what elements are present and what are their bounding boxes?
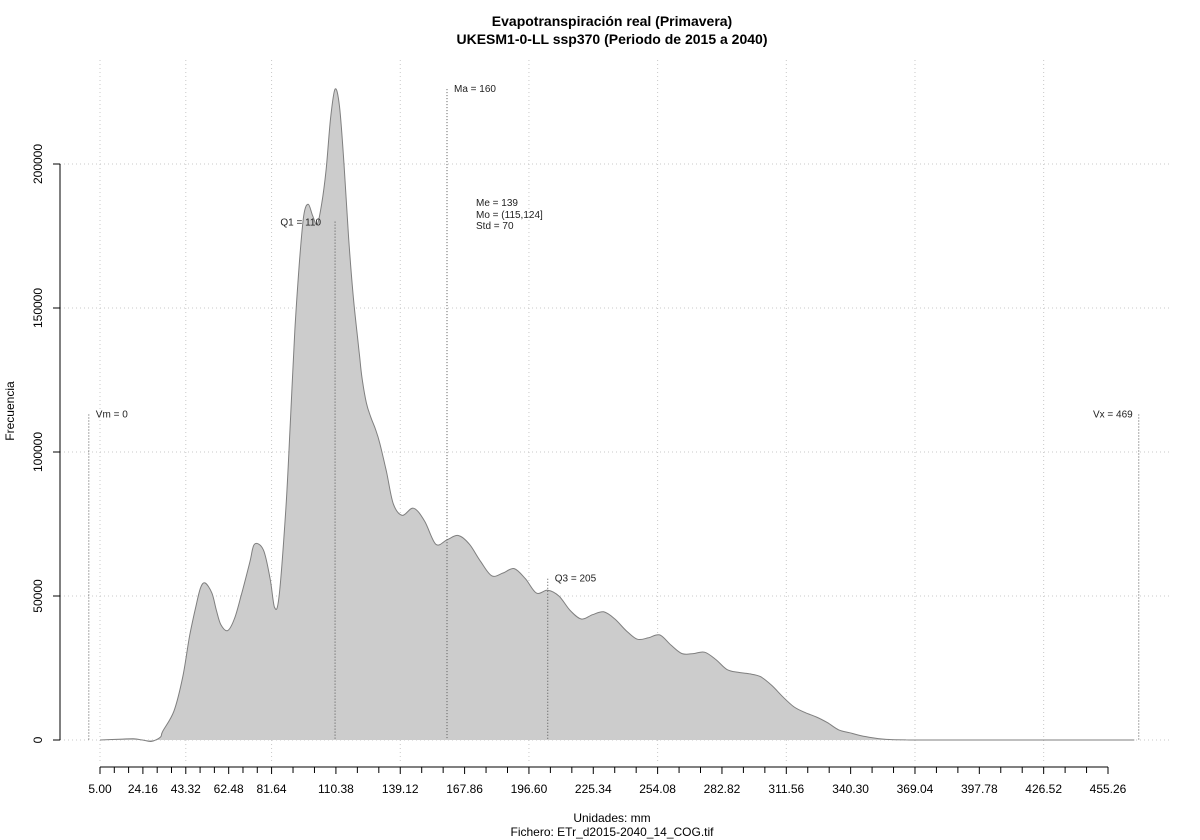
min-value-label: Vm = 0: [96, 410, 128, 421]
density-area: [99, 88, 1135, 742]
y-tick-label: 0: [31, 736, 45, 743]
density-fill: [100, 88, 1135, 742]
y-axis-title: Frecuencia: [3, 381, 17, 441]
x-tick-label: 282.82: [704, 782, 741, 796]
chart-title: Evapotranspiración real (Primavera): [492, 13, 732, 29]
x-tick-label: 196.60: [511, 782, 548, 796]
chart-subtitle: UKESM1-0-LL ssp370 (Periodo de 2015 a 20…: [457, 31, 768, 47]
x-tick-label: 43.32: [171, 782, 201, 796]
x-tick-label: 5.00: [88, 782, 112, 796]
x-tick-label: 62.48: [214, 782, 244, 796]
y-tick-label: 200000: [31, 144, 45, 184]
x-tick-label: 24.16: [128, 782, 158, 796]
density-outline: [99, 88, 1135, 742]
first-quartile-label: Q1 = 110: [280, 218, 321, 229]
y-tick-label: 50000: [31, 579, 45, 613]
x-tick-label: 455.26: [1090, 782, 1127, 796]
stat-median: Me = 139: [476, 198, 518, 209]
y-tick-label: 100000: [31, 432, 45, 472]
y-tick-label: 150000: [31, 288, 45, 328]
x-tick-label: 397.78: [961, 782, 998, 796]
third-quartile-label: Q3 = 205: [555, 574, 597, 585]
x-tick-label: 311.56: [768, 782, 804, 796]
y-axis: 0 50000 100000 150000 200000: [31, 144, 61, 743]
x-tick-label: 81.64: [257, 782, 287, 796]
x-axis: 5.00 24.16 43.32 62.48 81.64 110.38 139.12 167.…: [88, 766, 1127, 796]
x-tick-label: 426.52: [1025, 782, 1062, 796]
file-caption: Fichero: ETr_d2015-2040_14_COG.tif: [511, 825, 715, 839]
stat-mode: Mo = (115,124]: [476, 210, 543, 221]
x-tick-label: 254.08: [639, 782, 676, 796]
max-value-label: Vx = 469: [1093, 410, 1133, 421]
x-tick-label: 225.34: [575, 782, 612, 796]
stat-std: Std = 70: [476, 221, 514, 232]
x-tick-label: 167.86: [446, 782, 483, 796]
reference-lines: Vm = 0 Q1 = 110 Ma = 160 Q3 = 205 Vx = 469: [88, 84, 1140, 740]
x-tick-label: 139.12: [382, 782, 419, 796]
x-tick-label: 369.04: [897, 782, 934, 796]
x-tick-label: 340.30: [832, 782, 869, 796]
x-axis-title: Unidades: mm: [573, 811, 650, 825]
x-tick-label: 110.38: [318, 782, 354, 796]
mean-value-label: Ma = 160: [454, 84, 496, 95]
